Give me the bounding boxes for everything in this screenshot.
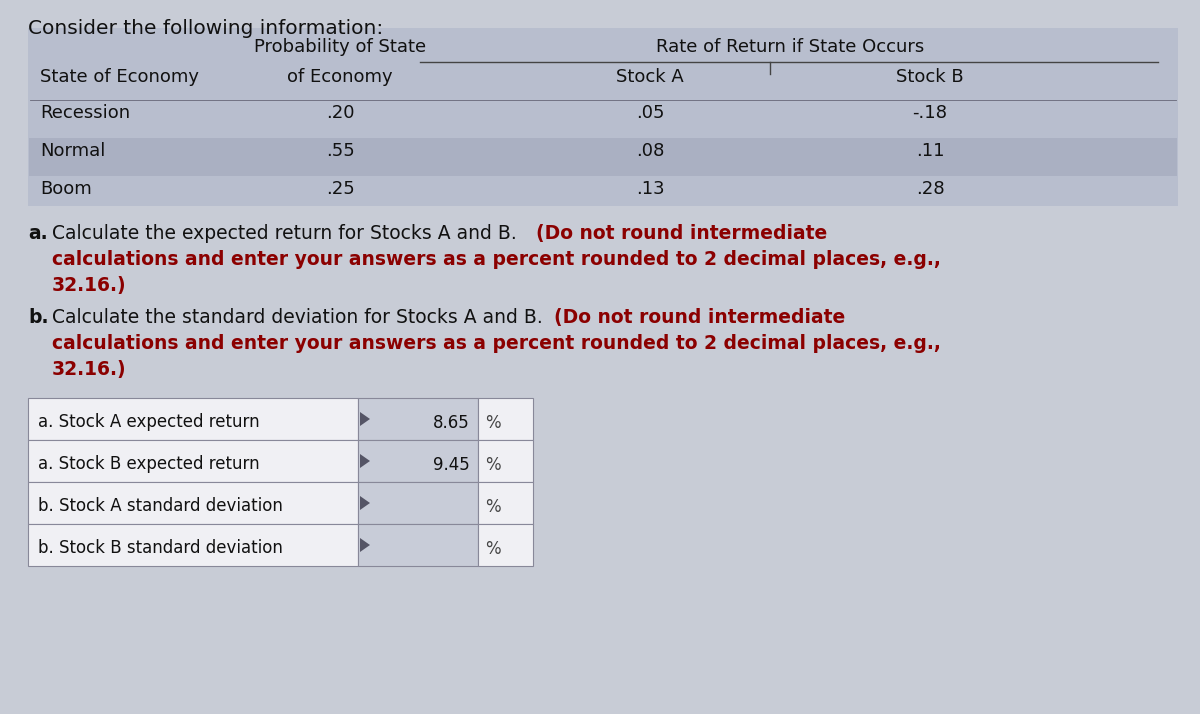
Bar [28, 482, 358, 524]
Text: .20: .20 [325, 104, 354, 122]
Text: .28: .28 [916, 180, 944, 198]
Text: 32.16.): 32.16.) [52, 276, 127, 295]
Text: b. Stock B standard deviation: b. Stock B standard deviation [38, 539, 283, 557]
Text: calculations and enter your answers as a percent rounded to 2 decimal places, e.: calculations and enter your answers as a… [52, 334, 941, 353]
Bar [29, 138, 1177, 176]
Text: %: % [485, 498, 500, 516]
Bar [478, 398, 533, 440]
Text: a.: a. [28, 224, 48, 243]
Polygon shape [360, 412, 370, 426]
Text: 8.65: 8.65 [433, 414, 470, 432]
Text: a. Stock B expected return: a. Stock B expected return [38, 455, 259, 473]
Text: %: % [485, 414, 500, 432]
Polygon shape [360, 538, 370, 552]
Text: b.: b. [28, 308, 48, 327]
Text: Boom: Boom [40, 180, 91, 198]
Text: Stock A: Stock A [616, 68, 684, 86]
Text: -.18: -.18 [912, 104, 948, 122]
Text: 9.45: 9.45 [433, 456, 470, 474]
Text: Normal: Normal [40, 142, 106, 160]
Text: 32.16.): 32.16.) [52, 360, 127, 379]
Text: .55: .55 [325, 142, 354, 160]
Text: (Do not round intermediate: (Do not round intermediate [536, 224, 827, 243]
Text: Calculate the standard deviation for Stocks A and B.: Calculate the standard deviation for Sto… [52, 308, 548, 327]
Text: of Economy: of Economy [287, 68, 392, 86]
Text: .05: .05 [636, 104, 665, 122]
Bar [358, 398, 478, 440]
Text: Recession: Recession [40, 104, 130, 122]
Bar [478, 482, 533, 524]
Bar [28, 524, 358, 566]
Text: %: % [485, 456, 500, 474]
Text: %: % [485, 540, 500, 558]
Bar [28, 440, 358, 482]
Text: .08: .08 [636, 142, 664, 160]
Bar [28, 28, 1178, 206]
Bar [358, 524, 478, 566]
Text: Probability of State: Probability of State [254, 38, 426, 56]
Text: Calculate the expected return for Stocks A and B.: Calculate the expected return for Stocks… [52, 224, 523, 243]
Bar [478, 524, 533, 566]
Text: .11: .11 [916, 142, 944, 160]
Bar [358, 482, 478, 524]
Polygon shape [360, 496, 370, 510]
Text: .25: .25 [325, 180, 354, 198]
Text: State of Economy: State of Economy [40, 68, 199, 86]
Bar [358, 440, 478, 482]
Text: calculations and enter your answers as a percent rounded to 2 decimal places, e.: calculations and enter your answers as a… [52, 250, 941, 269]
Text: b. Stock A standard deviation: b. Stock A standard deviation [38, 497, 283, 515]
Text: (Do not round intermediate: (Do not round intermediate [554, 308, 845, 327]
Bar [28, 398, 358, 440]
Bar [478, 440, 533, 482]
Text: Rate of Return if State Occurs: Rate of Return if State Occurs [656, 38, 924, 56]
Polygon shape [360, 454, 370, 468]
Text: a. Stock A expected return: a. Stock A expected return [38, 413, 259, 431]
Text: Stock B: Stock B [896, 68, 964, 86]
Text: .13: .13 [636, 180, 665, 198]
Text: Consider the following information:: Consider the following information: [28, 19, 383, 38]
